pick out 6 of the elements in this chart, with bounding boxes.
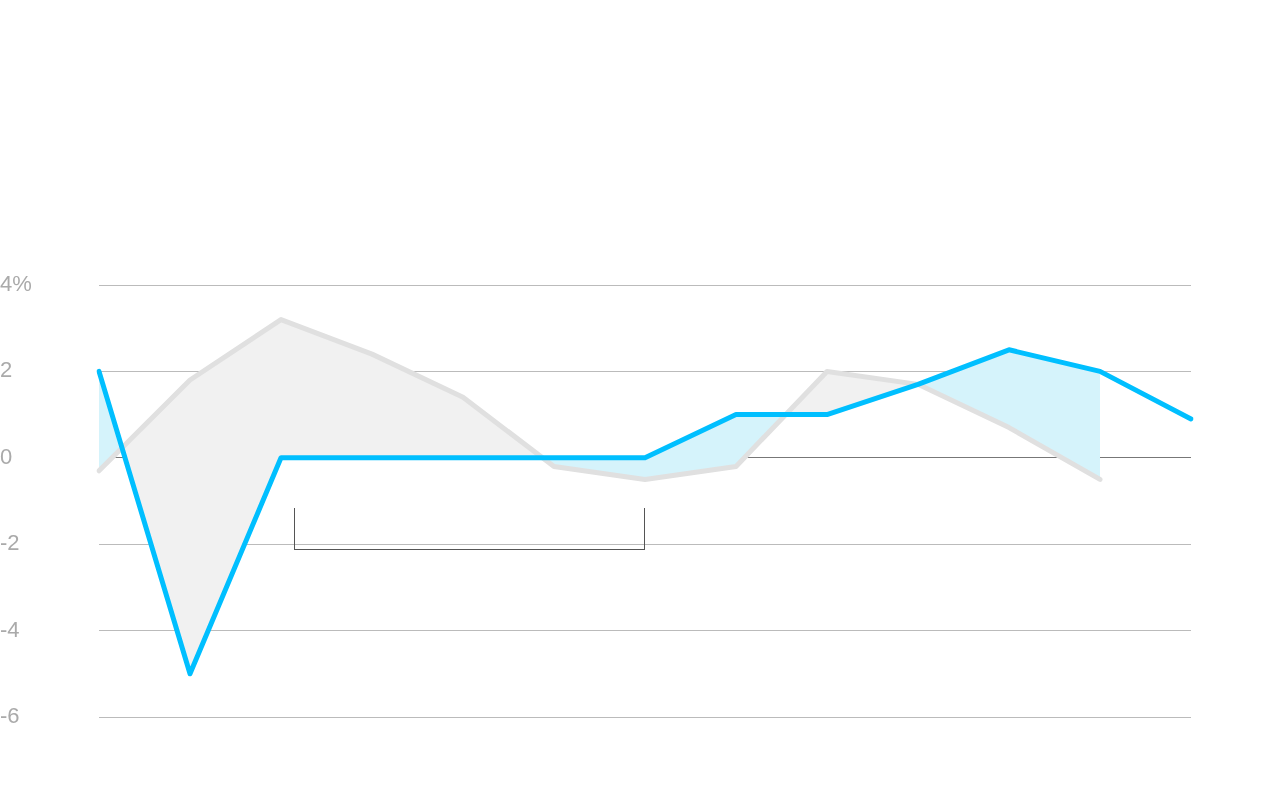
y-tick-label: 4%: [0, 271, 32, 297]
y-tick-label: -4: [0, 616, 20, 642]
y-tick-label: 2: [0, 357, 13, 383]
y-tick-label: 0: [0, 443, 13, 469]
y-tick-label: -6: [0, 703, 20, 729]
y-tick-label: -2: [0, 530, 20, 556]
